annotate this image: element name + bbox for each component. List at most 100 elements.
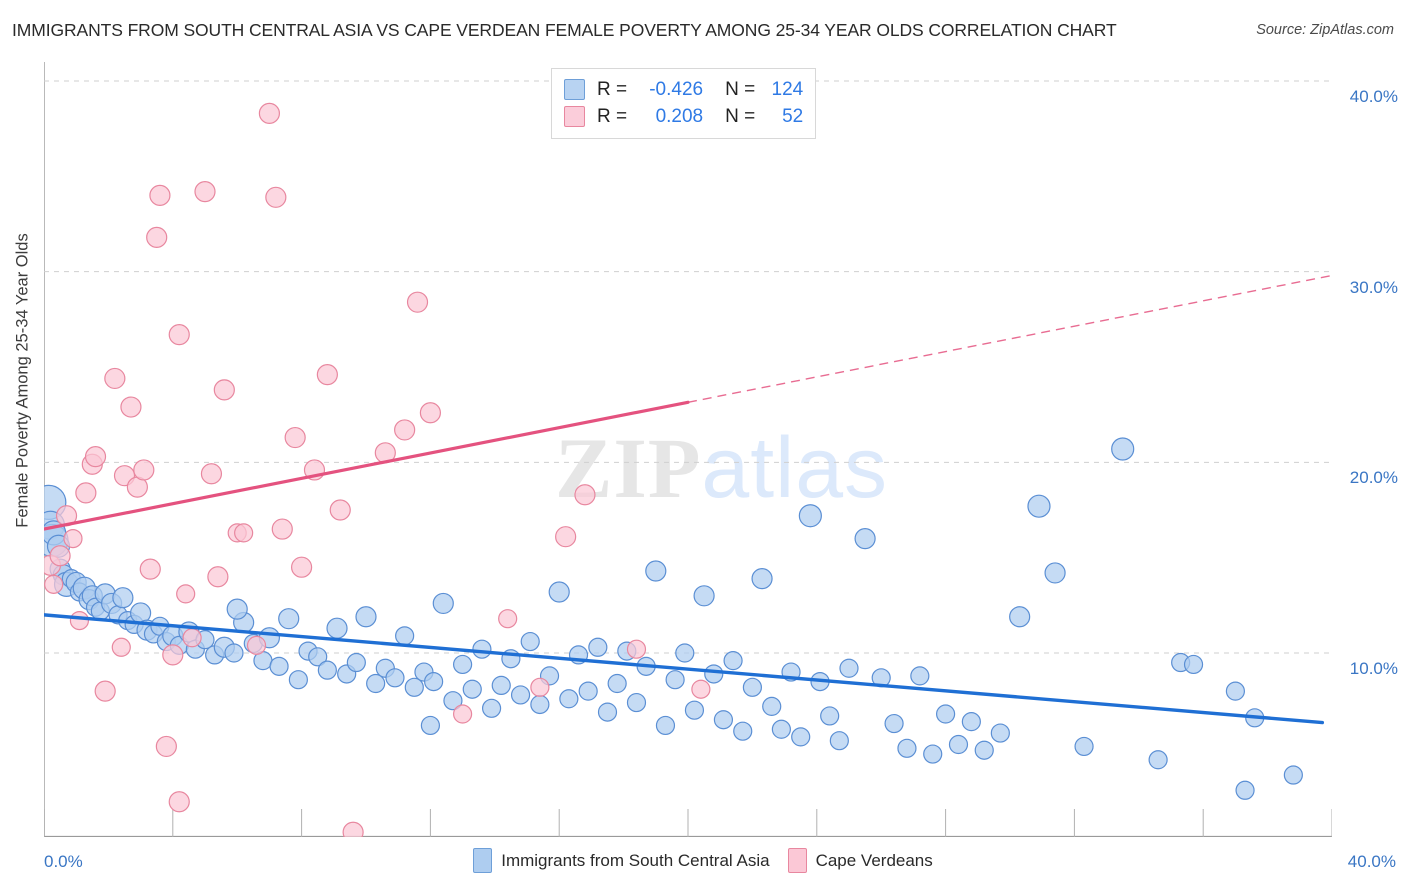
data-point — [990, 723, 1010, 743]
data-point — [839, 658, 859, 678]
data-point — [559, 689, 579, 709]
series-label-blue: Immigrants from South Central Asia — [501, 850, 770, 870]
data-point — [112, 587, 134, 609]
data-point — [258, 102, 280, 125]
data-point — [555, 526, 577, 548]
data-point — [291, 556, 313, 578]
data-point — [443, 691, 463, 711]
data-point — [771, 719, 791, 739]
data-point — [366, 673, 386, 694]
legend-n-label-pink: N = — [725, 105, 756, 127]
data-point — [791, 727, 811, 747]
data-point — [530, 677, 550, 697]
data-point — [626, 692, 647, 713]
data-point — [704, 664, 724, 684]
data-point — [520, 631, 540, 652]
data-point — [120, 396, 142, 418]
correlation-legend: R = -0.426 N = 124 R = 0.208 N = 52 — [551, 68, 817, 139]
data-point — [1111, 437, 1135, 461]
data-point — [419, 402, 441, 424]
data-point — [578, 681, 598, 701]
data-point — [510, 685, 531, 705]
data-point — [265, 186, 287, 208]
data-point — [168, 791, 190, 813]
gridlines — [44, 80, 1332, 654]
data-point — [316, 364, 338, 386]
data-point — [200, 463, 223, 485]
page-title: IMMIGRANTS FROM SOUTH CENTRAL ASIA VS CA… — [12, 20, 1117, 40]
data-point — [626, 639, 647, 659]
data-point — [974, 740, 994, 760]
series-label-pink: Cape Verdeans — [815, 850, 933, 870]
data-point — [854, 528, 876, 550]
data-point — [762, 696, 782, 716]
data-point — [1235, 780, 1255, 800]
series-points-pink — [44, 102, 711, 837]
data-point — [432, 592, 454, 615]
data-point — [168, 323, 190, 346]
data-point — [182, 628, 202, 648]
legend-row-pink: R = 0.208 N = 52 — [564, 103, 803, 130]
data-point — [1283, 765, 1303, 785]
data-point — [207, 566, 229, 588]
data-point — [1044, 562, 1066, 584]
data-point — [713, 710, 734, 730]
data-point — [733, 721, 753, 741]
trendline-pink — [44, 274, 1332, 531]
data-point — [961, 712, 981, 732]
data-point — [530, 694, 550, 715]
data-point — [798, 504, 822, 528]
data-point — [394, 419, 416, 441]
data-point — [935, 704, 956, 724]
legend-swatch-blue — [564, 79, 585, 100]
data-point — [326, 617, 348, 639]
data-point — [75, 482, 97, 504]
data-point — [395, 626, 415, 646]
data-point — [751, 568, 773, 590]
y-axis-title: Female Poverty Among 25-34 Year Olds — [13, 233, 32, 528]
data-point — [742, 677, 763, 697]
data-point — [1074, 736, 1094, 757]
data-point — [453, 654, 473, 675]
data-point — [588, 637, 608, 657]
series-points-blue — [44, 437, 1303, 800]
data-point — [271, 518, 293, 540]
data-point — [346, 652, 366, 673]
legend-r-label-blue: R = — [597, 78, 628, 100]
series-legend: Immigrants from South Central Asia Cape … — [0, 848, 1406, 873]
trendline-blue — [44, 613, 1325, 725]
data-point — [491, 675, 511, 696]
data-point — [574, 484, 596, 506]
series-legend-item-pink[interactable]: Cape Verdeans — [787, 848, 933, 873]
data-point — [1183, 654, 1204, 675]
data-point — [420, 715, 440, 736]
data-point — [948, 734, 969, 755]
data-point — [308, 647, 328, 667]
series-legend-item-blue[interactable]: Immigrants from South Central Asia — [473, 848, 770, 873]
data-point — [481, 698, 502, 718]
data-point — [691, 679, 711, 699]
data-point — [246, 635, 267, 655]
data-point — [404, 677, 424, 697]
data-point — [655, 715, 676, 736]
data-point — [897, 738, 917, 758]
data-point — [1225, 681, 1246, 701]
data-point — [213, 379, 235, 401]
legend-swatch-pink — [564, 106, 585, 127]
data-point — [146, 226, 168, 248]
series-swatch-pink — [787, 848, 807, 873]
data-point — [1148, 750, 1168, 770]
data-point — [1009, 606, 1031, 628]
data-point — [424, 671, 444, 692]
data-point — [884, 713, 904, 734]
legend-n-value-blue: 124 — [771, 78, 804, 100]
data-point — [162, 644, 184, 666]
data-point — [288, 670, 308, 690]
data-point — [155, 735, 177, 758]
data-point — [693, 585, 715, 607]
legend-r-label-pink: R = — [597, 105, 628, 127]
data-point — [317, 660, 337, 680]
data-point — [278, 608, 300, 630]
data-point — [224, 643, 244, 663]
